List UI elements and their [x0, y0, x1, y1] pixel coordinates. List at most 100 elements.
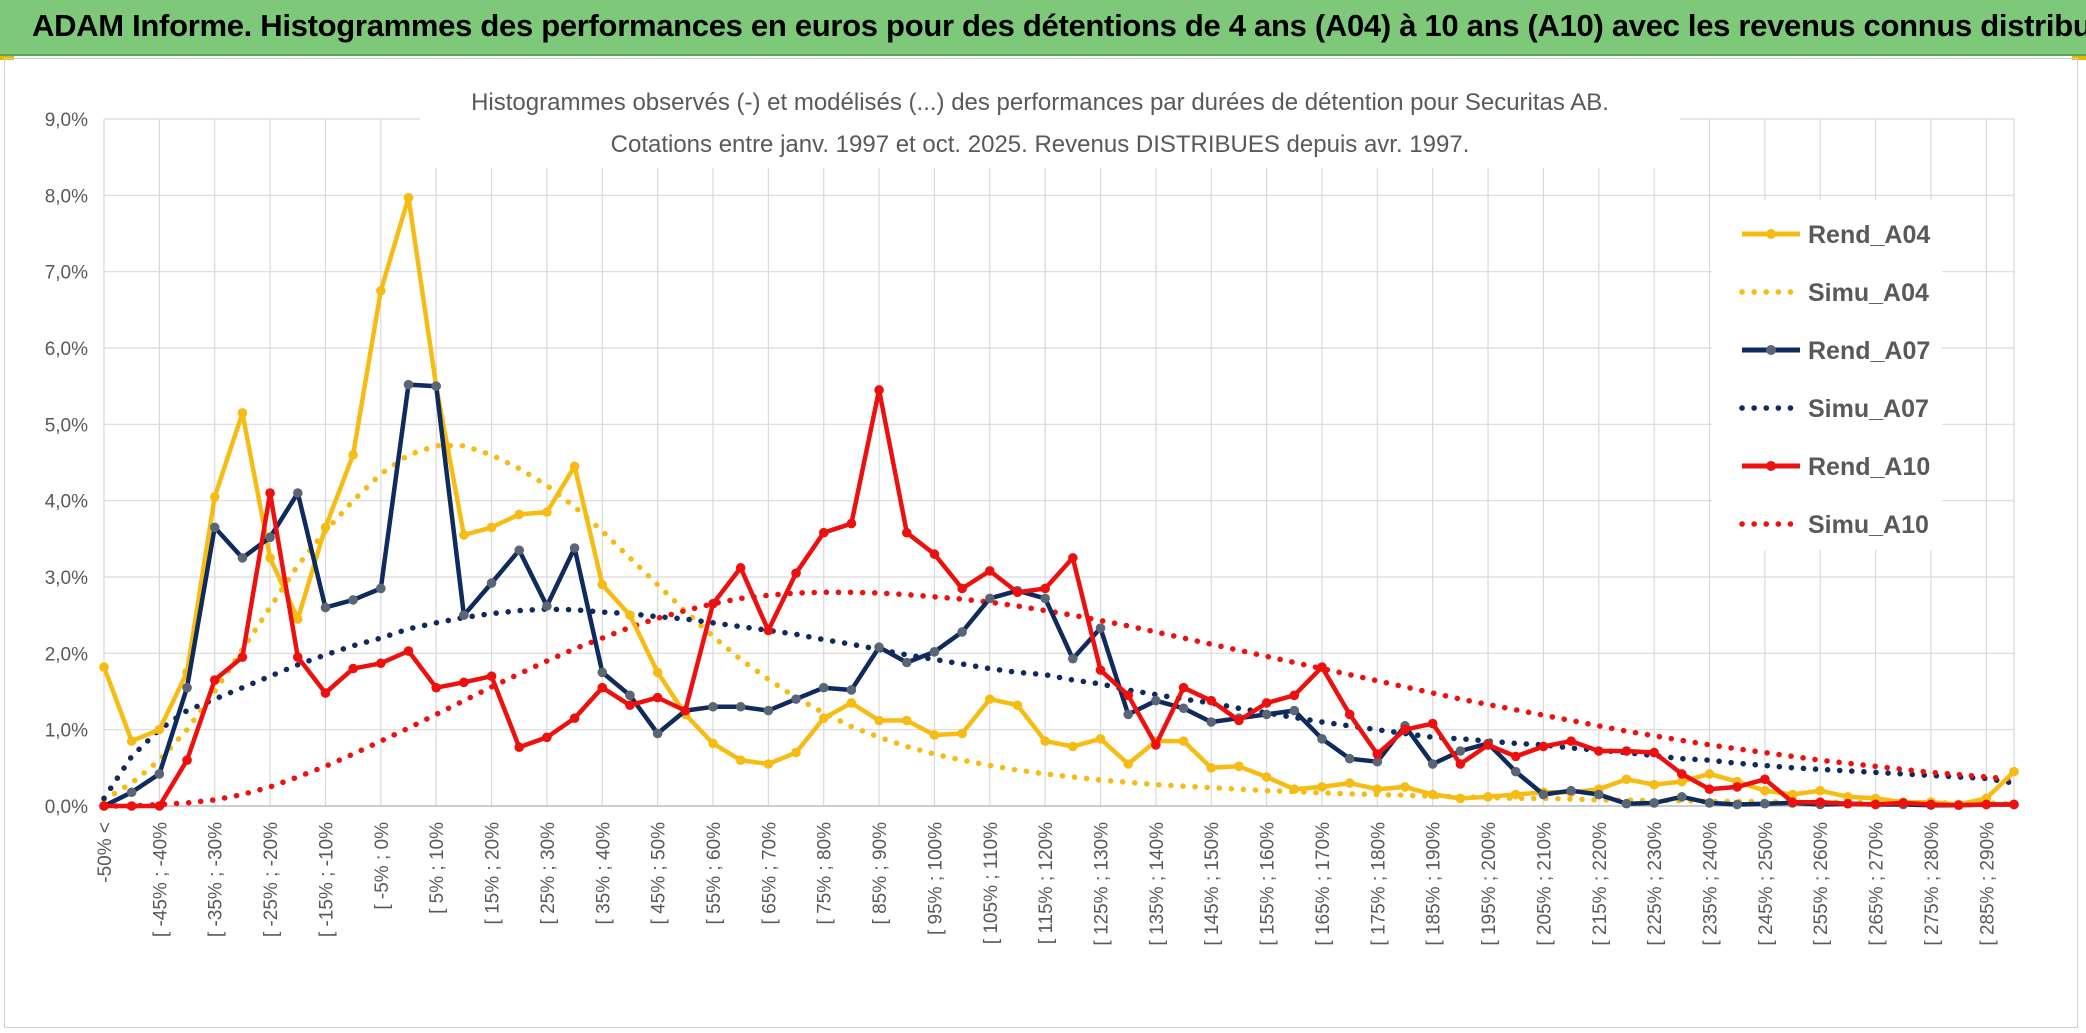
data-point-rend-a10: [237, 652, 248, 662]
data-point-rend-a07: [1510, 766, 1521, 777]
x-tick-label: -50% <: [95, 822, 116, 883]
data-point-rend-a07: [818, 682, 829, 693]
data-point-rend-a10: [209, 675, 220, 685]
data-point-rend-a10: [348, 663, 358, 674]
data-point-rend-a10: [1372, 749, 1383, 759]
data-point-rend-a07: [1566, 785, 1576, 796]
x-tick-label: [ 225% ; 230%: [1645, 822, 1666, 946]
data-point-rend-a07: [791, 694, 801, 704]
data-point-rend-a10: [182, 755, 192, 765]
data-point-rend-a04: [1483, 792, 1493, 802]
data-point-rend-a04: [1206, 763, 1217, 773]
data-point-rend-a10: [292, 652, 303, 662]
data-point-rend-a04: [1012, 700, 1023, 711]
data-point-rend-a04: [957, 728, 967, 739]
data-point-rend-a04: [1760, 785, 1770, 796]
data-point-rend-a10: [126, 801, 137, 811]
data-point-rend-a10: [957, 583, 967, 594]
x-tick-label: [ 115% ; 120%: [1036, 822, 1057, 944]
y-tick-label: 5,0%: [45, 415, 88, 436]
data-point-rend-a04: [791, 747, 801, 758]
data-point-rend-a10: [431, 682, 441, 693]
legend-marker-rend-a10: [1766, 461, 1776, 471]
legend-label-simu-a07: Simu_A07: [1808, 395, 1929, 423]
data-point-rend-a07: [1068, 653, 1078, 664]
data-point-rend-a07: [874, 642, 884, 653]
series-line-simu-a10: [101, 589, 2017, 809]
x-tick-label: [ 25% ; 30%: [538, 822, 559, 925]
data-point-rend-a07: [154, 769, 165, 779]
data-point-rend-a07: [1593, 789, 1604, 800]
data-point-rend-a07: [486, 578, 497, 588]
data-point-rend-a04: [1068, 741, 1078, 752]
data-point-rend-a04: [1261, 772, 1272, 782]
data-point-rend-a10: [1151, 740, 1161, 750]
data-point-rend-a04: [99, 662, 109, 672]
data-point-rend-a07: [1151, 695, 1161, 706]
data-point-rend-a04: [1510, 789, 1521, 800]
data-point-rend-a10: [1178, 682, 1189, 693]
data-point-rend-a07: [901, 657, 912, 668]
data-point-rend-a10: [459, 677, 469, 688]
data-point-rend-a07: [708, 701, 718, 712]
data-point-rend-a07: [209, 522, 220, 533]
legend-background: [1712, 200, 1942, 550]
data-point-rend-a07: [763, 705, 774, 716]
x-tick-label: [ 255% ; 260%: [1811, 822, 1832, 946]
data-point-rend-a04: [818, 713, 829, 724]
data-point-rend-a04: [209, 492, 220, 502]
data-point-rend-a07: [292, 488, 303, 498]
data-point-rend-a10: [1732, 782, 1742, 792]
data-point-rend-a10: [708, 598, 718, 609]
data-point-rend-a04: [735, 755, 746, 765]
data-point-rend-a10: [1289, 690, 1300, 701]
x-tick-label: [ 75% ; 80%: [815, 822, 836, 925]
data-point-rend-a10: [99, 801, 109, 811]
data-point-rend-a04: [1649, 779, 1659, 790]
y-tick-label: 9,0%: [45, 110, 88, 131]
x-tick-label: [ 5% ; 10%: [427, 822, 448, 914]
data-point-rend-a04: [2009, 766, 2019, 777]
x-tick-label: [ 215% ; 220%: [1590, 822, 1611, 946]
data-point-rend-a07: [431, 381, 441, 391]
data-point-rend-a07: [1123, 709, 1134, 720]
data-point-rend-a07: [1704, 798, 1715, 808]
legend-marker-rend-a04: [1766, 229, 1776, 239]
data-point-rend-a04: [625, 610, 635, 620]
data-point-rend-a04: [348, 450, 358, 460]
data-point-rend-a10: [1344, 709, 1355, 720]
data-point-rend-a10: [818, 527, 829, 538]
data-point-rend-a04: [569, 461, 580, 472]
data-point-rend-a04: [929, 730, 940, 740]
data-point-rend-a10: [1815, 797, 1826, 807]
data-point-rend-a10: [1593, 746, 1604, 756]
data-point-rend-a04: [1123, 759, 1134, 769]
data-point-rend-a07: [569, 543, 580, 553]
data-point-rend-a04: [1843, 792, 1853, 802]
data-point-rend-a04: [403, 192, 414, 203]
data-point-rend-a07: [1372, 756, 1383, 767]
title-background: [420, 78, 1680, 168]
banner-title: ADAM Informe. Histogrammes des performan…: [32, 8, 2086, 43]
x-tick-label: [ 45% ; 50%: [649, 822, 670, 925]
data-point-rend-a04: [1095, 734, 1106, 744]
data-point-rend-a04: [1234, 761, 1244, 772]
data-point-rend-a10: [763, 625, 774, 636]
data-point-rend-a10: [542, 732, 552, 743]
data-point-rend-a04: [154, 724, 165, 735]
data-point-rend-a07: [652, 728, 663, 739]
x-tick-label: [ 265% ; 270%: [1867, 822, 1888, 946]
data-point-rend-a07: [984, 593, 995, 604]
data-point-rend-a10: [1317, 662, 1327, 672]
series-line-rend-a04: [101, 195, 2016, 807]
data-point-rend-a10: [1068, 553, 1078, 563]
x-tick-label: [ 85% ; 90%: [870, 822, 891, 925]
data-point-rend-a04: [1289, 784, 1300, 795]
data-point-rend-a07: [1649, 798, 1659, 808]
data-point-rend-a07: [320, 602, 331, 613]
data-point-rend-a10: [1870, 799, 1881, 810]
data-point-rend-a10: [1095, 665, 1106, 675]
data-point-rend-a07: [348, 595, 358, 605]
data-point-rend-a10: [1649, 747, 1659, 758]
